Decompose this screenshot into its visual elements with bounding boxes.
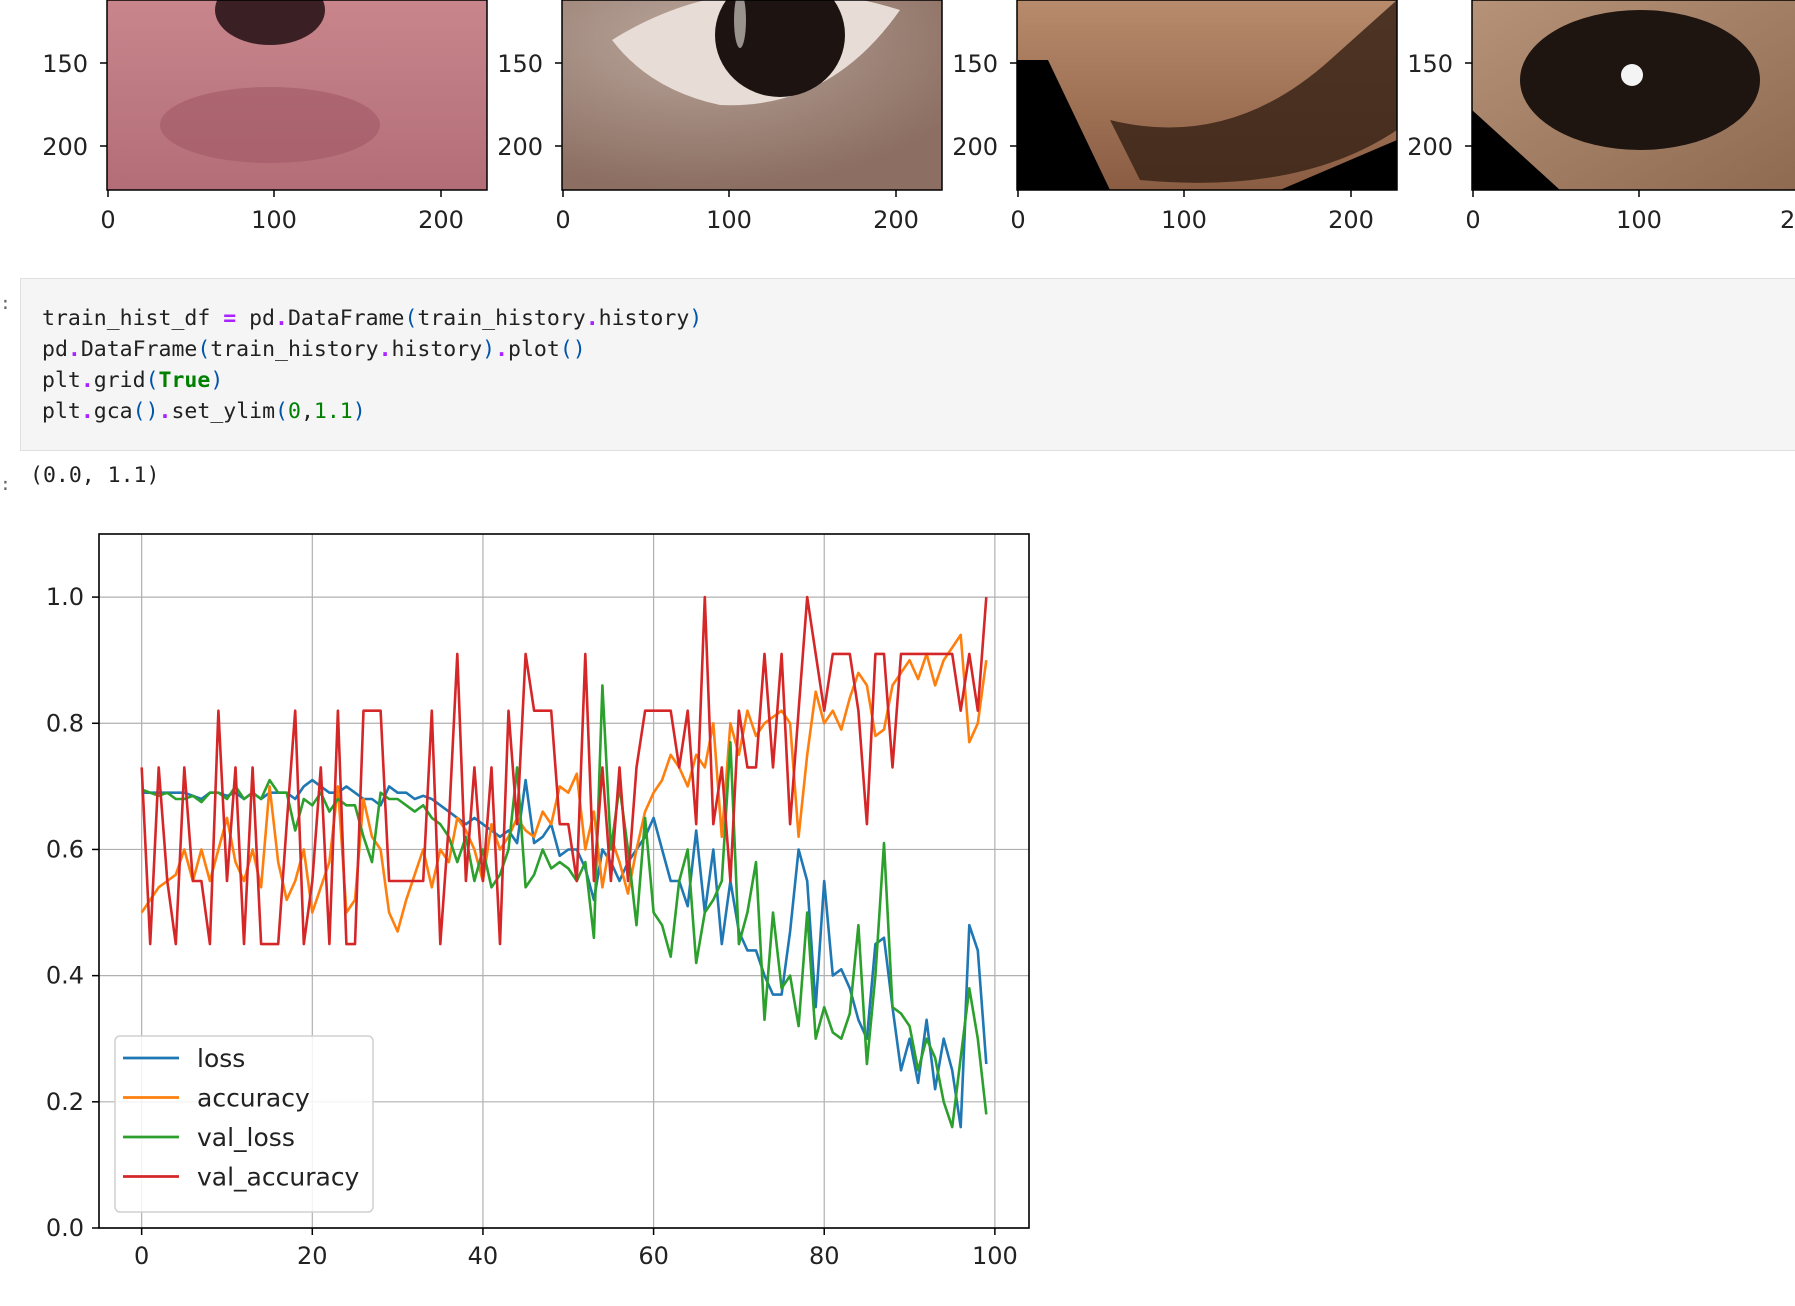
output-prompt: :: [0, 474, 11, 495]
ytick-label: 200: [497, 133, 543, 161]
x-tick-label: 80: [809, 1242, 840, 1270]
xtick-label: 100: [1161, 206, 1207, 234]
image-subplots-strip: 150 200 150 200 150 200 150 200 0 100 20…: [0, 0, 1795, 240]
xtick-label: 0: [1465, 206, 1480, 234]
legend-box: [114, 1035, 374, 1213]
xtick-label: 0: [100, 206, 115, 234]
ytick-label: 150: [952, 50, 998, 78]
code-line-3: plt.grid(True): [42, 368, 224, 393]
ytick-label: 150: [42, 50, 88, 78]
xtick-label: 100: [251, 206, 297, 234]
code-cell-prompt: :: [0, 293, 11, 314]
ytick-label: 150: [497, 50, 543, 78]
ytick-label: 200: [1407, 133, 1453, 161]
chart-ticks: 0 20 40 60 80 100 0.0 0.2 0.4 0.6 0.8 1.0: [46, 583, 1018, 1270]
x-tick-label: 40: [468, 1242, 499, 1270]
image-panel-2: [561, 0, 943, 191]
image-panel-3: [1016, 0, 1398, 191]
legend-label: val_loss: [197, 1123, 295, 1152]
code-editor[interactable]: train_hist_df = pd.DataFrame(train_histo…: [21, 279, 1795, 427]
y-tick-label: 0.8: [46, 709, 84, 737]
xtick-label: 100: [1616, 206, 1662, 234]
code-cell[interactable]: train_hist_df = pd.DataFrame(train_histo…: [20, 278, 1795, 451]
x-tick-label: 0: [134, 1242, 149, 1270]
ytick-label: 200: [952, 133, 998, 161]
code-line-2: pd.DataFrame(train_history.history).plot…: [42, 337, 586, 362]
image-panel-4: [1471, 0, 1795, 191]
code-line-4: plt.gca().set_ylim(0,1.1): [42, 399, 366, 424]
series-line-val-loss: [141, 684, 988, 1129]
xtick-label: 0: [555, 206, 570, 234]
code-line-1: train_hist_df = pd.DataFrame(train_histo…: [42, 306, 703, 331]
xtick-label: 0: [1010, 206, 1025, 234]
y-tick-label: 0.0: [46, 1214, 84, 1242]
image-axes-labels: 150 200 150 200 150 200 150 200 0 100 20…: [42, 50, 1795, 234]
y-tick-label: 1.0: [46, 583, 84, 611]
xtick-label: 200: [873, 206, 919, 234]
y-tick-label: 0.2: [46, 1088, 84, 1116]
xtick-label: 200: [1328, 206, 1374, 234]
xtick-label: 100: [706, 206, 752, 234]
legend-label: accuracy: [197, 1084, 310, 1113]
x-tick-label: 20: [297, 1242, 328, 1270]
y-tick-label: 0.6: [46, 835, 84, 863]
xtick-label: 200: [418, 206, 464, 234]
xtick-label: 2: [1780, 206, 1795, 234]
image-panel-1: [106, 0, 488, 191]
training-history-chart: 0 20 40 60 80 100 0.0 0.2 0.4 0.6 0.8 1.0 loss accur…: [46, 533, 1030, 1270]
image-subplots: 150 200 150 200 150 200 150 200 0 100 20…: [42, 0, 1795, 234]
chart-legend: loss accuracy val_loss val_accuracy: [114, 1035, 374, 1213]
plot-frame: [98, 533, 1030, 1229]
legend-label: loss: [197, 1044, 245, 1073]
legend-label: val_accuracy: [197, 1163, 360, 1192]
cell-output-text: (0.0, 1.1): [30, 463, 160, 488]
ytick-label: 150: [1407, 50, 1453, 78]
image-axes-ticks: [100, 62, 1640, 197]
chart-series: [140, 595, 988, 1129]
x-tick-label: 100: [972, 1242, 1018, 1270]
y-tick-label: 0.4: [46, 962, 84, 990]
ytick-label: 200: [42, 133, 88, 161]
series-line-val-accuracy: [140, 595, 988, 946]
x-tick-label: 60: [638, 1242, 669, 1270]
